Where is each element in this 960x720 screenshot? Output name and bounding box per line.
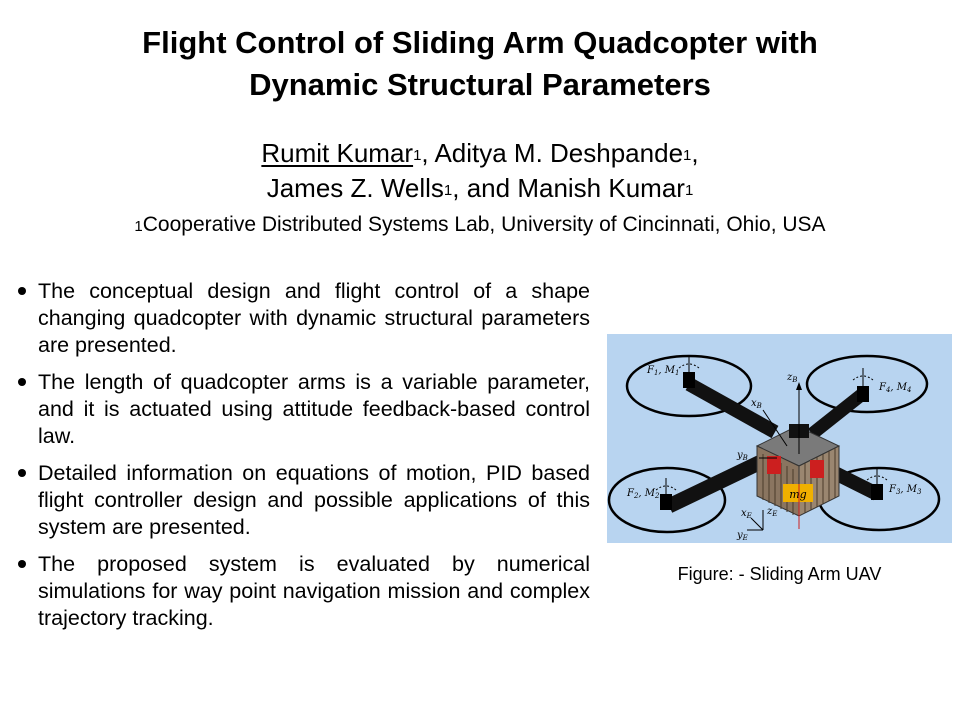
bullet-dot-icon [18, 378, 26, 386]
label-ye: yE [736, 530, 748, 542]
author-affil-mark: 1 [443, 182, 453, 199]
author-affil-mark: 1 [413, 147, 422, 164]
rotor-2 [607, 466, 727, 534]
author-affil-mark: 1 [683, 147, 692, 164]
author-line-2: James Z. Wells1, and Manish Kumar1 [0, 171, 960, 206]
author-separator: , [421, 138, 435, 168]
author-name: Rumit Kumar [261, 138, 414, 168]
bullet-text: The length of quadcopter arms is a varia… [38, 370, 590, 448]
author-affil-mark: 1 [684, 182, 694, 199]
label-ze: zE [766, 506, 777, 518]
affiliation-text: Cooperative Distributed Systems Lab, Uni… [142, 213, 826, 236]
mg-label: mg [789, 488, 806, 501]
bullet-list: The conceptual design and flight control… [18, 278, 590, 642]
bullet-item: Detailed information on equations of mot… [18, 460, 590, 541]
label-zb: zB [786, 372, 797, 384]
rotor-4 [805, 354, 929, 414]
slider-left [767, 456, 781, 474]
label-yb: yB [736, 450, 748, 462]
author-line-1: Rumit Kumar1, Aditya M. Deshpande1, [0, 136, 960, 171]
slide-title: Flight Control of Sliding Arm Quadcopter… [0, 22, 960, 106]
title-line-1: Flight Control of Sliding Arm Quadcopter… [142, 25, 818, 60]
author-separator: , [691, 138, 699, 168]
bullet-item: The proposed system is evaluated by nume… [18, 551, 590, 632]
author-separator: , and [452, 173, 518, 203]
label-f1-m1: F1, M1 [646, 365, 680, 377]
affiliation: 1Cooperative Distributed Systems Lab, Un… [0, 210, 960, 240]
bullet-text: The conceptual design and flight control… [38, 279, 590, 357]
bullet-text: Detailed information on equations of mot… [38, 461, 590, 539]
figure-caption: Figure: - Sliding Arm UAV [677, 564, 882, 584]
mg-weight-box [783, 484, 813, 502]
quadcopter-diagram: mg F1, M1 F4, M4 F2, M2 F3, M3 zB xB yB … [607, 354, 941, 542]
thrust-arrows [655, 356, 888, 494]
author-name: James Z. Wells [266, 173, 444, 203]
author-list: Rumit Kumar1, Aditya M. Deshpande1, Jame… [0, 136, 960, 206]
arm-2 [665, 453, 769, 513]
quadcopter-figure: mg F1, M1 F4, M4 F2, M2 F3, M3 zB xB yB … [607, 334, 952, 543]
author-name: Manish Kumar [517, 173, 685, 203]
bullet-item: The length of quadcopter arms is a varia… [18, 369, 590, 450]
arm-1 [685, 377, 779, 439]
label-f4-m4: F4, M4 [878, 382, 912, 394]
slider-right [810, 460, 824, 478]
motor-2 [660, 494, 672, 510]
title-line-2: Dynamic Structural Parameters [249, 67, 711, 102]
diagram-labels: F1, M1 F4, M4 F2, M2 F3, M3 zB xB yB xE … [626, 365, 922, 542]
label-f2-m2: F2, M2 [626, 488, 660, 500]
xe-axis [750, 517, 764, 531]
bullet-dot-icon [18, 287, 26, 295]
zb-arrow-icon [796, 382, 802, 390]
bullet-dot-icon [18, 560, 26, 568]
label-xe: xE [741, 508, 752, 520]
xb-axis [762, 409, 788, 447]
author-name: Aditya M. Deshpande [434, 138, 684, 168]
motor-4 [857, 386, 869, 402]
affiliation-mark: 1 [134, 218, 143, 235]
motor-3 [871, 484, 883, 500]
label-f3-m3: F3, M3 [888, 484, 922, 496]
label-xb: xB [751, 398, 762, 410]
arm-4 [807, 386, 870, 440]
bullet-text: The proposed system is evaluated by nume… [38, 552, 590, 630]
bullet-dot-icon [18, 469, 26, 477]
bullet-item: The conceptual design and flight control… [18, 278, 590, 359]
motor-1 [683, 372, 695, 388]
